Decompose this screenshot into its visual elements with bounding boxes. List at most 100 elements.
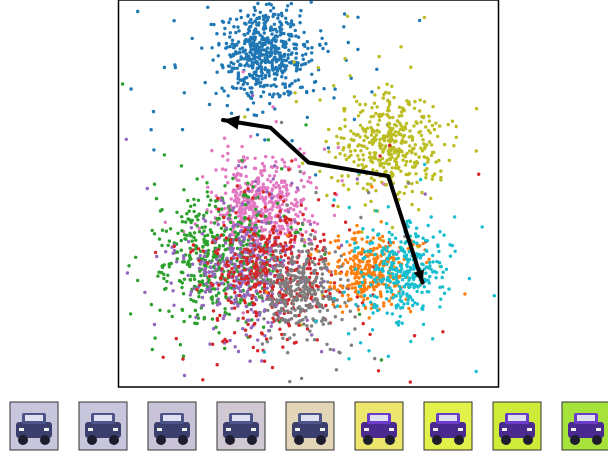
data-point bbox=[283, 241, 287, 245]
data-point bbox=[292, 341, 297, 345]
data-point bbox=[243, 115, 247, 119]
data-point bbox=[248, 293, 252, 297]
data-point bbox=[242, 274, 246, 278]
data-point bbox=[205, 241, 209, 245]
data-point bbox=[221, 252, 225, 257]
data-point bbox=[352, 95, 357, 99]
data-point bbox=[296, 306, 300, 310]
data-point bbox=[269, 25, 273, 29]
data-point bbox=[400, 321, 404, 325]
data-point bbox=[276, 315, 281, 320]
data-point bbox=[314, 190, 318, 195]
data-point bbox=[420, 262, 424, 266]
data-point bbox=[385, 262, 389, 266]
data-point bbox=[399, 264, 403, 268]
data-point bbox=[223, 26, 227, 31]
data-point bbox=[151, 109, 156, 114]
data-point bbox=[420, 290, 424, 295]
data-point bbox=[295, 200, 299, 205]
data-point bbox=[397, 291, 401, 296]
data-point bbox=[376, 308, 380, 313]
data-point bbox=[341, 183, 346, 187]
data-point bbox=[263, 48, 268, 52]
data-point bbox=[381, 134, 386, 138]
data-point bbox=[273, 312, 277, 317]
data-point bbox=[439, 178, 443, 182]
data-point bbox=[390, 312, 395, 316]
data-point bbox=[274, 301, 279, 305]
data-point bbox=[404, 163, 408, 167]
data-point bbox=[281, 54, 285, 58]
data-point bbox=[298, 147, 302, 151]
data-point bbox=[431, 253, 435, 258]
data-point bbox=[327, 321, 331, 326]
data-point bbox=[245, 75, 249, 80]
data-point bbox=[373, 252, 377, 257]
data-point bbox=[272, 45, 276, 49]
data-point bbox=[256, 188, 260, 192]
data-point bbox=[363, 278, 367, 282]
data-point bbox=[268, 233, 272, 238]
data-point bbox=[252, 254, 256, 258]
data-point bbox=[297, 271, 302, 275]
data-point bbox=[380, 143, 384, 147]
data-point bbox=[293, 219, 297, 224]
data-point bbox=[285, 268, 290, 272]
data-point bbox=[272, 242, 276, 246]
data-point bbox=[260, 42, 264, 46]
data-point bbox=[298, 210, 302, 214]
data-point bbox=[385, 82, 389, 86]
data-point bbox=[286, 53, 290, 57]
data-point bbox=[298, 21, 302, 25]
data-point bbox=[423, 162, 427, 167]
data-point bbox=[391, 240, 395, 245]
data-point bbox=[149, 128, 153, 132]
cluster-6 bbox=[213, 120, 411, 384]
data-point bbox=[306, 179, 310, 184]
data-point bbox=[194, 244, 199, 248]
data-point bbox=[267, 60, 271, 64]
data-point bbox=[352, 249, 356, 254]
data-point bbox=[256, 219, 261, 223]
data-point bbox=[246, 201, 250, 205]
data-point bbox=[292, 42, 296, 46]
data-point bbox=[258, 242, 262, 246]
data-point bbox=[192, 235, 196, 240]
data-point bbox=[349, 343, 354, 347]
data-point bbox=[266, 40, 271, 44]
data-point bbox=[370, 90, 374, 94]
data-point bbox=[373, 93, 377, 97]
data-point bbox=[407, 278, 411, 282]
data-point bbox=[192, 286, 196, 291]
data-point bbox=[415, 180, 419, 185]
data-point bbox=[338, 152, 342, 156]
data-point bbox=[299, 376, 304, 381]
data-point bbox=[258, 247, 263, 251]
data-point bbox=[284, 20, 289, 24]
data-point bbox=[332, 296, 336, 301]
data-point bbox=[362, 303, 366, 307]
data-point bbox=[230, 66, 235, 70]
data-point bbox=[278, 230, 283, 235]
data-point bbox=[255, 278, 259, 282]
data-point bbox=[241, 311, 245, 315]
data-point bbox=[302, 244, 307, 248]
data-point bbox=[227, 20, 231, 25]
data-point bbox=[439, 175, 443, 180]
data-point bbox=[360, 237, 364, 241]
data-point bbox=[292, 240, 297, 245]
data-point bbox=[326, 49, 330, 54]
data-point bbox=[429, 267, 433, 271]
data-point bbox=[265, 286, 269, 290]
data-point bbox=[426, 223, 430, 228]
data-point bbox=[184, 220, 188, 224]
data-point bbox=[251, 345, 255, 350]
data-point bbox=[381, 246, 386, 250]
data-point bbox=[294, 56, 298, 60]
data-point bbox=[273, 12, 277, 17]
data-point bbox=[238, 270, 243, 274]
data-point bbox=[261, 325, 266, 329]
data-point bbox=[236, 171, 240, 175]
data-point bbox=[262, 168, 267, 172]
data-point bbox=[195, 288, 199, 292]
